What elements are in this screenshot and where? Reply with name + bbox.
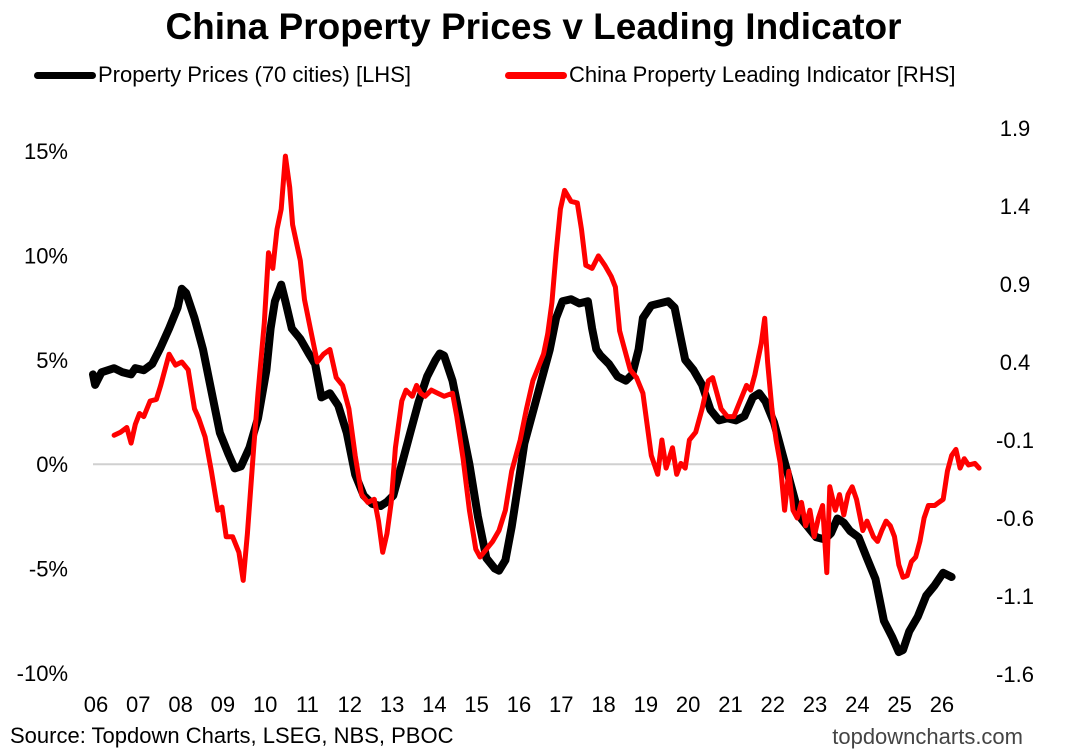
x-axis-tick-label: 23 bbox=[803, 692, 827, 717]
right-axis-tick-label: -0.6 bbox=[996, 506, 1034, 531]
x-axis-tick-label: 26 bbox=[930, 692, 954, 717]
legend: Property Prices (70 cities) [LHS] China … bbox=[0, 62, 1067, 92]
legend-item-property-prices: Property Prices (70 cities) [LHS] bbox=[34, 62, 411, 88]
x-axis-tick-label: 19 bbox=[634, 692, 658, 717]
right-axis-tick-label: -1.1 bbox=[996, 584, 1034, 609]
right-axis-tick-label: 0.4 bbox=[1000, 350, 1031, 375]
x-axis-tick-label: 24 bbox=[845, 692, 869, 717]
x-axis-tick-label: 08 bbox=[168, 692, 192, 717]
source-note: Source: Topdown Charts, LSEG, NBS, PBOC bbox=[10, 723, 454, 748]
right-axis-tick-label: 0.9 bbox=[1000, 272, 1031, 297]
x-axis-tick-label: 20 bbox=[676, 692, 700, 717]
x-axis-tick-label: 13 bbox=[380, 692, 404, 717]
x-axis-tick-label: 10 bbox=[253, 692, 277, 717]
left-axis-tick-label: 0% bbox=[36, 452, 68, 477]
left-axis-tick-label: 15% bbox=[24, 139, 68, 164]
legend-item-leading-indicator: China Property Leading Indicator [RHS] bbox=[505, 62, 955, 88]
series-line-property-prices bbox=[89, 280, 956, 657]
legend-swatch-red-line bbox=[505, 71, 567, 79]
left-axis-tick-label: 5% bbox=[36, 348, 68, 373]
legend-swatch-black-line bbox=[34, 71, 96, 79]
x-axis-tick-label: 17 bbox=[549, 692, 573, 717]
x-axis-tick-label: 14 bbox=[422, 692, 446, 717]
x-axis-tick-label: 12 bbox=[338, 692, 362, 717]
x-axis-tick-label: 09 bbox=[211, 692, 235, 717]
legend-label-property-prices: Property Prices (70 cities) [LHS] bbox=[98, 62, 411, 87]
x-axis-tick-label: 16 bbox=[507, 692, 531, 717]
chart-title: China Property Prices v Leading Indicato… bbox=[165, 6, 902, 47]
x-axis-tick-label: 18 bbox=[591, 692, 615, 717]
right-axis-tick-label: -0.1 bbox=[996, 428, 1034, 453]
x-axis-tick-label: 06 bbox=[84, 692, 108, 717]
right-axis-tick-label: 1.9 bbox=[1000, 116, 1031, 141]
x-axis-tick-label: 11 bbox=[296, 692, 319, 717]
left-axis-tick-label: -5% bbox=[29, 557, 68, 582]
left-axis-tick-label: 10% bbox=[24, 243, 68, 268]
x-axis-tick-label: 21 bbox=[718, 692, 742, 717]
series-line-leading-indicator bbox=[111, 153, 982, 583]
x-axis-tick-label: 07 bbox=[126, 692, 150, 717]
x-axis-tick-label: 25 bbox=[887, 692, 911, 717]
right-axis-tick-label: 1.4 bbox=[1000, 194, 1031, 219]
left-axis-tick-label: -10% bbox=[17, 661, 68, 686]
right-axis-tick-label: -1.6 bbox=[996, 662, 1034, 687]
x-axis-tick-label: 22 bbox=[761, 692, 785, 717]
legend-label-leading-indicator: China Property Leading Indicator [RHS] bbox=[569, 62, 956, 87]
watermark-text: topdowncharts.com bbox=[832, 724, 1023, 749]
x-axis-tick-label: 15 bbox=[464, 692, 488, 717]
